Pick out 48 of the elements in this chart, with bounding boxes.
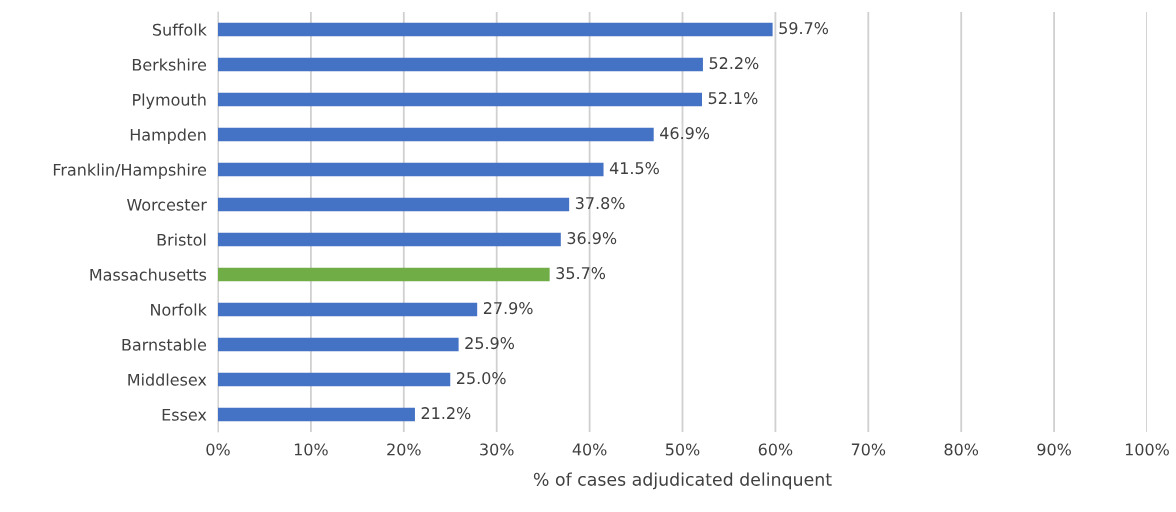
y-tick-label: Franklin/Hampshire	[53, 163, 207, 179]
data-label: 25.0%	[456, 372, 506, 385]
x-tick-label: 10%	[294, 443, 328, 456]
bar	[218, 162, 604, 177]
y-tick-label: Essex	[162, 408, 207, 421]
y-tick-label: Worcester	[127, 198, 207, 211]
data-label: 36.9%	[567, 232, 617, 245]
data-label: 35.7%	[556, 267, 606, 280]
data-label: 52.1%	[708, 92, 758, 105]
data-label: 21.2%	[421, 407, 471, 420]
x-axis-title: % of cases adjudicated delinquent	[533, 472, 832, 490]
data-label: 27.9%	[483, 302, 533, 315]
bar	[218, 267, 550, 282]
x-tick-label: 80%	[944, 443, 979, 456]
data-label: 41.5%	[609, 162, 659, 175]
bar	[218, 372, 451, 387]
y-tick-label: Hampden	[130, 128, 206, 144]
y-tick-label: Middlesex	[128, 373, 207, 386]
x-tick-label: 60%	[758, 443, 793, 456]
data-label: 59.7%	[779, 22, 829, 35]
y-tick-label: Suffolk	[152, 23, 207, 36]
x-tick-label: 50%	[665, 443, 700, 456]
bar	[218, 302, 478, 317]
y-tick-label: Bristol	[157, 233, 206, 246]
y-tick-label: Berkshire	[132, 58, 207, 71]
bar	[218, 57, 703, 72]
data-label: 37.8%	[575, 197, 625, 210]
x-tick-label: 70%	[851, 443, 886, 456]
bar	[218, 22, 773, 37]
bar	[218, 92, 703, 107]
y-tick-label: Barnstable	[122, 338, 207, 351]
data-label: 25.9%	[465, 337, 515, 350]
x-tick-label: 20%	[387, 443, 421, 456]
x-tick-label: 30%	[480, 443, 514, 456]
bar	[218, 127, 654, 142]
bar	[218, 407, 415, 422]
x-tick-label: 40%	[572, 443, 607, 456]
x-tick-label: 90%	[1037, 443, 1071, 456]
bar	[218, 197, 570, 212]
data-label: 52.2%	[709, 57, 759, 70]
y-tick-label: Plymouth	[133, 93, 206, 109]
y-tick-label: Norfolk	[151, 303, 207, 316]
data-label: 46.9%	[660, 127, 710, 140]
bar	[218, 232, 561, 247]
x-tick-label: 100%	[1125, 443, 1169, 456]
bar	[218, 337, 459, 352]
y-tick-label: Massachusetts	[90, 268, 207, 281]
x-tick-label: 0%	[206, 443, 230, 456]
